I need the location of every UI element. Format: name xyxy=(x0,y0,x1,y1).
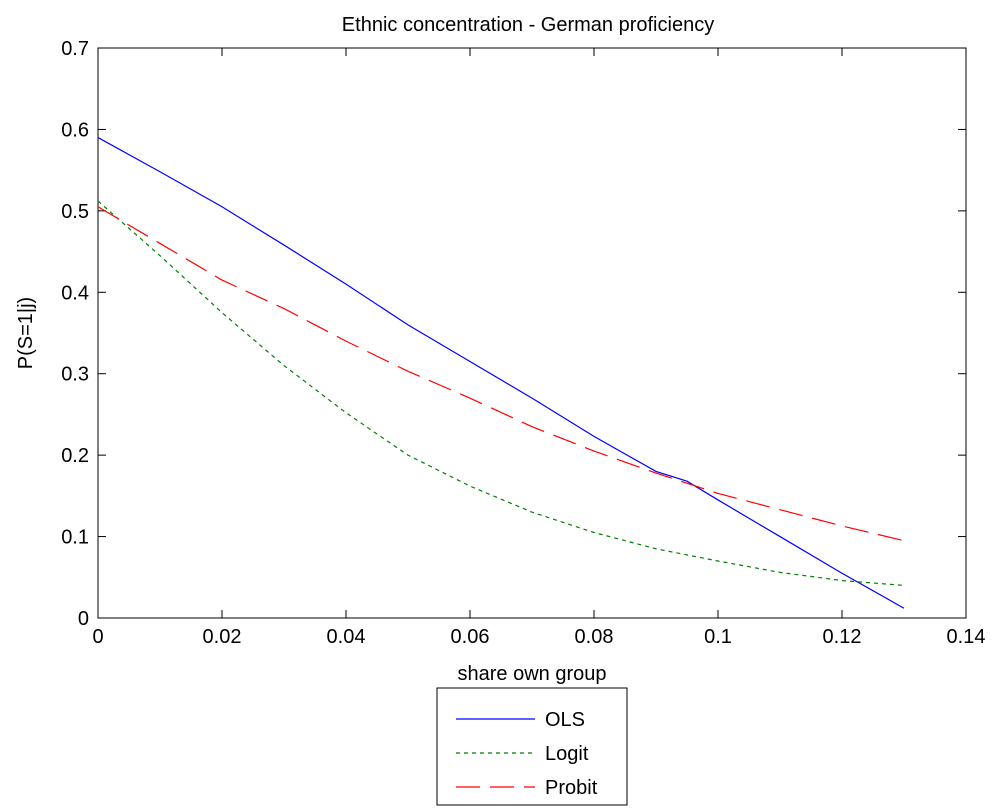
plot-frame xyxy=(97,47,967,619)
legend-box xyxy=(436,687,628,806)
legend-label-logit: Logit xyxy=(545,743,589,765)
y-tick-label: 0.3 xyxy=(61,364,89,386)
y-tick-label: 0.1 xyxy=(61,527,89,549)
y-tick-label: 0.4 xyxy=(61,282,89,304)
series-line-probit xyxy=(97,206,905,542)
series-layer xyxy=(97,137,905,609)
y-tick-label: 0.5 xyxy=(61,201,89,223)
legend-items: OLS Logit Probit xyxy=(456,709,598,799)
chart-title: Ethnic concentration - German proficienc… xyxy=(342,14,714,36)
x-axis-ticks: 0 0.02 0.04 0.06 0.08 0.1 0.12 0.14 xyxy=(92,48,985,648)
x-tick-label: 0 xyxy=(92,626,103,648)
series-line-ols xyxy=(97,137,905,609)
y-tick-label: 0.7 xyxy=(61,38,89,60)
x-tick-label: 0.14 xyxy=(947,626,986,648)
x-tick-label: 0.06 xyxy=(451,626,490,648)
legend-label-ols: OLS xyxy=(545,709,585,731)
y-tick-label: 0 xyxy=(78,608,89,630)
legend-label-probit: Probit xyxy=(545,777,598,799)
legend: OLS Logit Probit xyxy=(436,687,628,806)
x-tick-label: 0.04 xyxy=(327,626,366,648)
y-tick-label: 0.6 xyxy=(61,119,89,141)
y-axis-title: P(S=1|j) xyxy=(15,297,37,369)
x-tick-label: 0.02 xyxy=(203,626,242,648)
x-tick-label: 0.08 xyxy=(575,626,614,648)
series-line-logit xyxy=(97,200,905,587)
y-tick-label: 0.2 xyxy=(61,445,89,467)
x-tick-label: 0.1 xyxy=(704,626,732,648)
x-tick-label: 0.12 xyxy=(823,626,862,648)
x-axis-title: share own group xyxy=(458,663,607,685)
y-axis-ticks: 0 0.1 0.2 0.3 0.4 0.5 0.6 0.7 xyxy=(61,38,966,630)
